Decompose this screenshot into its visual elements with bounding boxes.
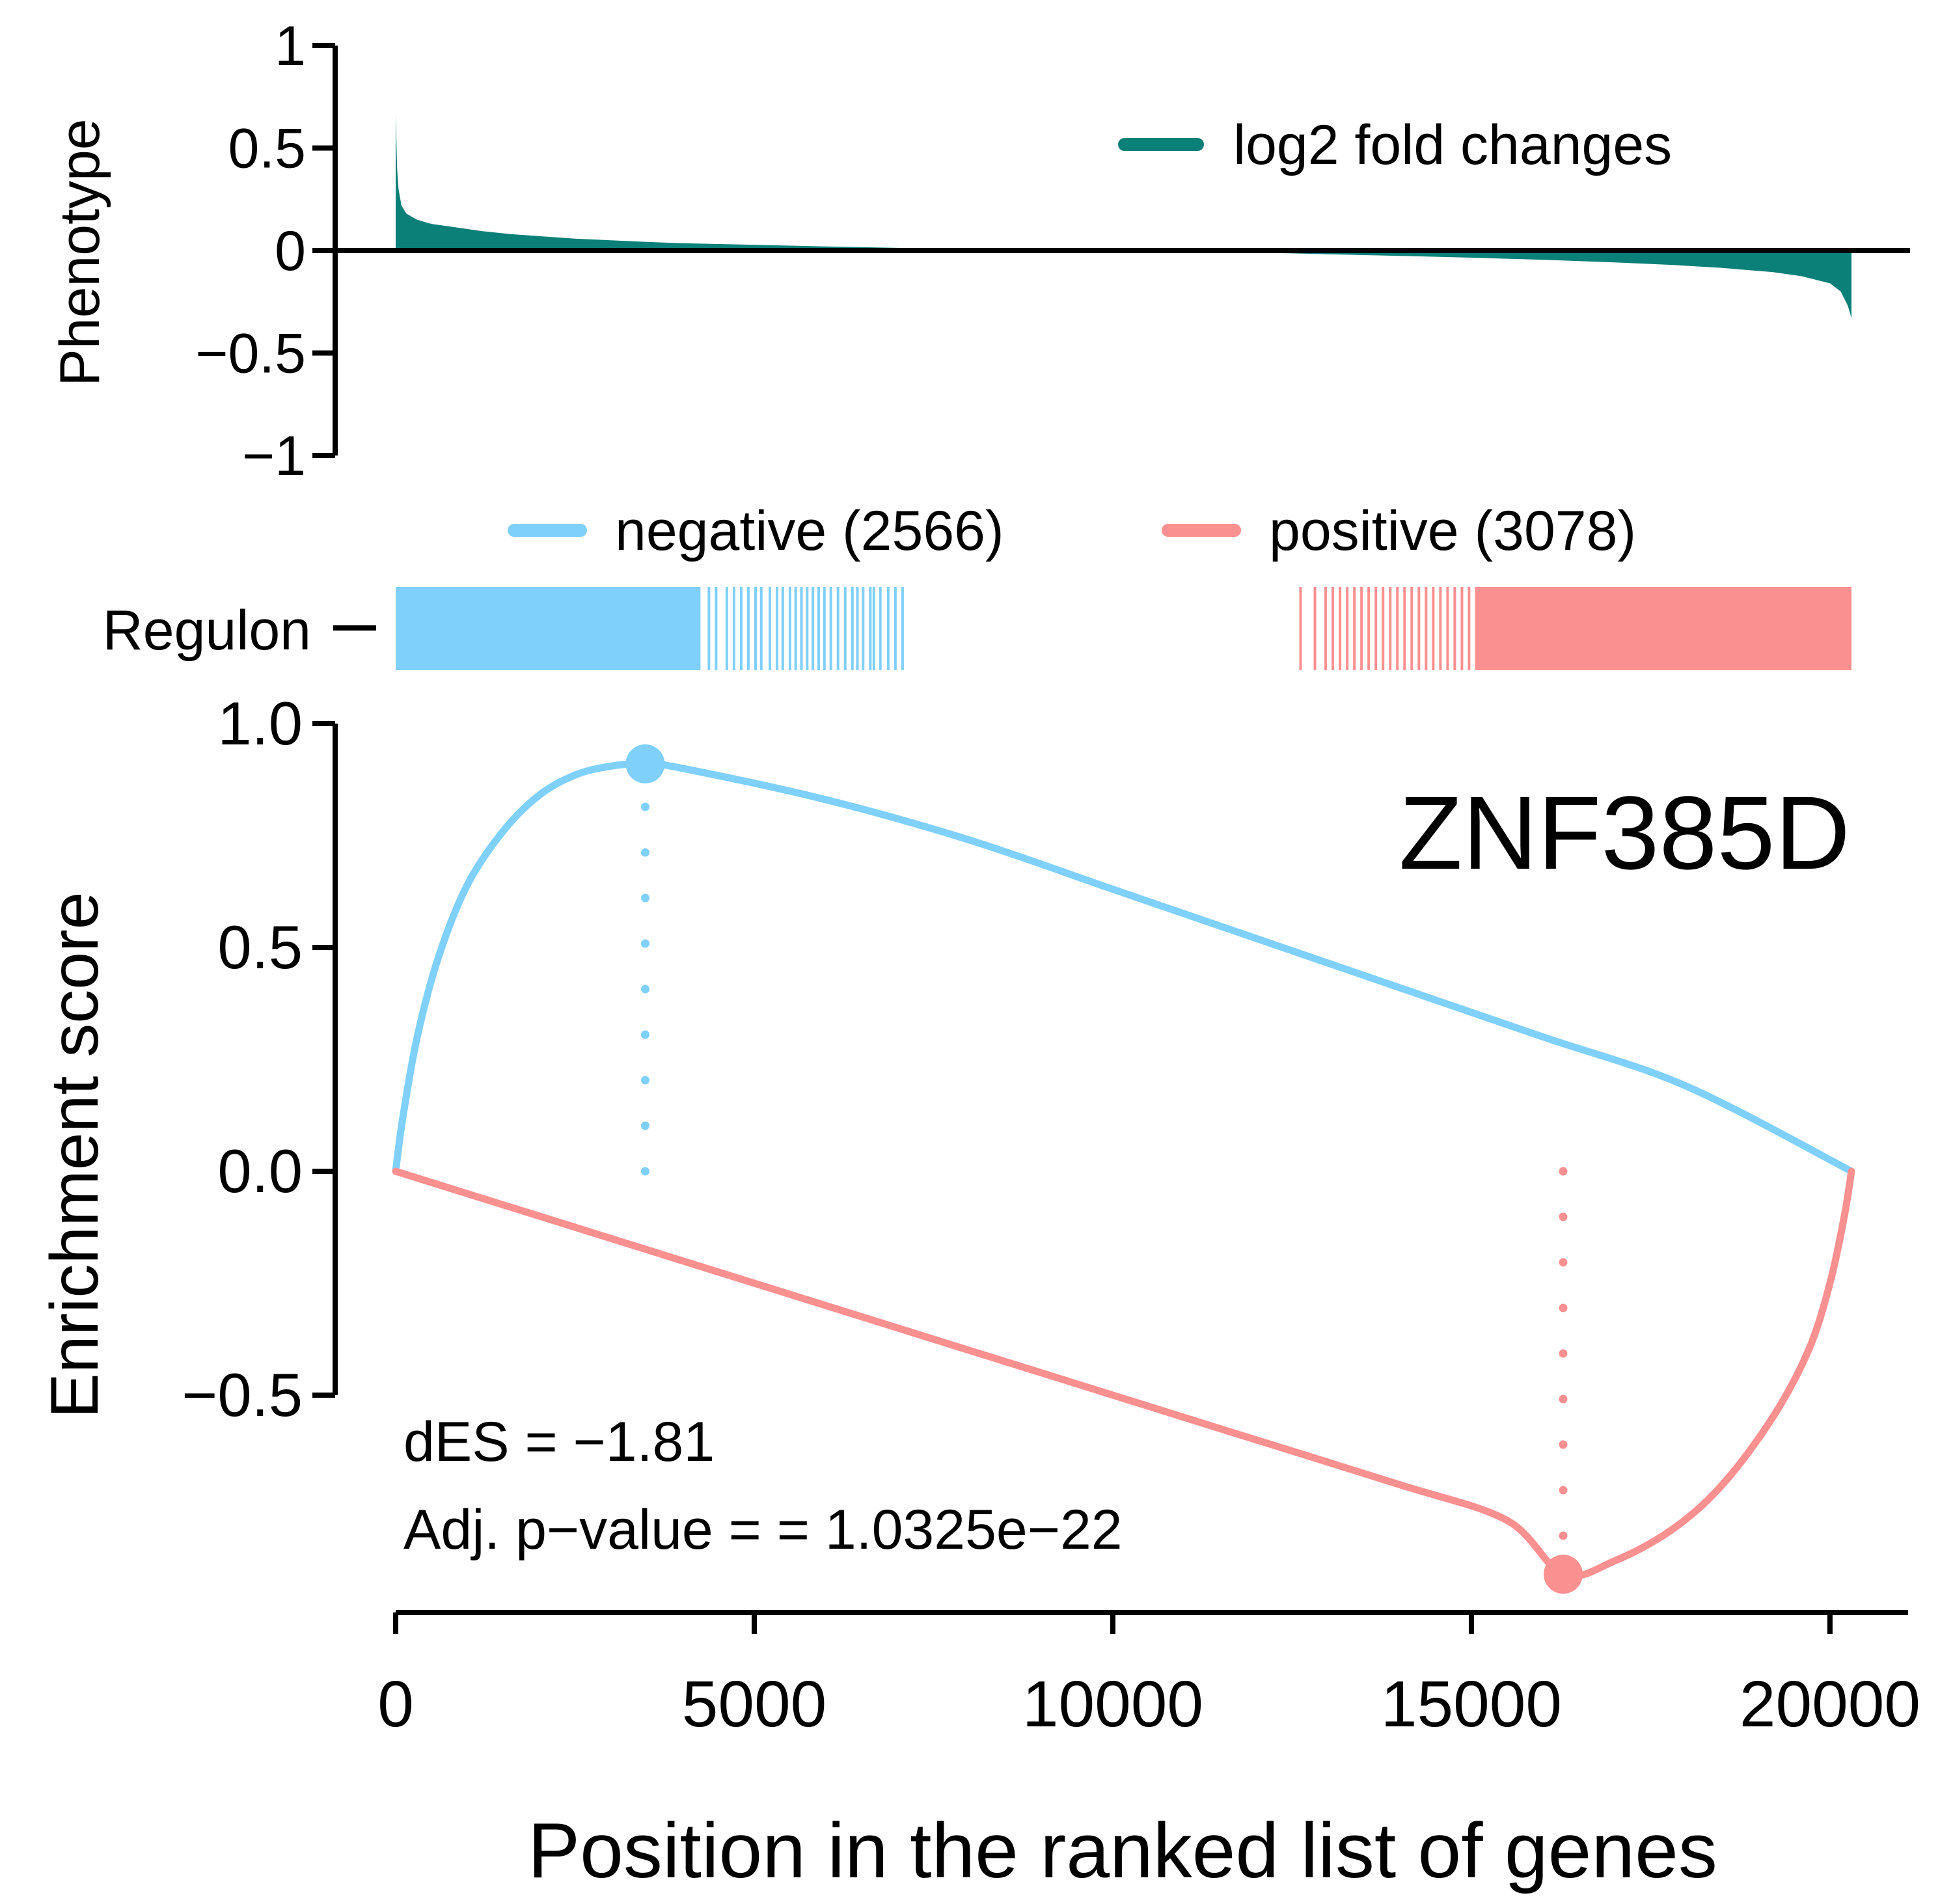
positive-barcode-line [1346,587,1349,670]
phenotype-legend-label: log2 fold changes [1233,114,1672,176]
negative-barcode-block [396,587,701,670]
enrichment-y-tick-label: −0.5 [182,1361,303,1429]
enrichment-x-tick-label: 5000 [682,1668,826,1741]
positive-barcode-line [1432,587,1435,670]
positive-barcode-line [1468,587,1471,670]
phenotype-y-label: Phenotype [49,118,111,386]
negative-barcode-line [725,587,728,670]
positive-barcode-line [1299,587,1302,670]
negative-barcode-line [776,587,779,670]
negative-barcode-line [886,587,890,670]
pvalue-annotation: Adj. p−value = = 1.0325e−22 [403,1499,1123,1561]
negative-legend-label: negative (2566) [615,500,1004,562]
negative-barcode-line [759,587,763,670]
negative-barcode-line [781,587,784,670]
regulon-panel: negative (2566) positive (3078) Regulon [103,500,1851,670]
negative-barcode-line [746,587,750,670]
phenotype-legend: log2 fold changes [1118,114,1672,176]
negative-barcode-line [739,587,743,670]
phenotype-y-ticks: 1 0.5 0 −0.5 −1 [195,15,335,487]
enrichment-y-tick-label: 0.5 [217,913,303,981]
positive-barcode-line [1410,587,1414,670]
positive-barcode-block [1475,587,1851,670]
negative-barcode-line [732,587,735,670]
regulon-row-label: Regulon [103,599,311,662]
regulon-legend: negative (2566) positive (3078) [508,500,1636,562]
enrichment-y-label: Enrichment score [37,891,113,1418]
negative-barcode-line [769,587,772,670]
enrichment-y-ticks: 1.0 0.5 0.0 −0.5 [182,689,335,1429]
negative-barcode-line [812,587,815,670]
positive-barcode-line [1339,587,1342,670]
negative-barcode-line [869,587,872,670]
enrichment-x-label: Position in the ranked list of genes [528,1807,1717,1894]
negative-barcode-line [851,587,854,670]
positive-barcode-line [1332,587,1335,670]
enrichment-y-tick-label: 1.0 [217,689,303,757]
enrichment-x-tick-label: 10000 [1022,1668,1203,1741]
negative-barcode-line [862,587,865,670]
negative-barcode-line [836,587,840,670]
negative-barcode-line [788,587,791,670]
negative-barcode-line [817,587,820,670]
positive-barcode-line [1403,587,1406,670]
positive-barcode-line [1382,587,1385,670]
negative-barcode-line [872,587,875,670]
phenotype-y-tick-label: −0.5 [195,323,306,385]
enrichment-x-tick-label: 20000 [1740,1668,1920,1741]
positive-barcode-line [1439,587,1442,670]
negative-barcode-line [901,587,904,670]
negative-barcode-line [794,587,797,670]
enrichment-x-tick-label: 0 [377,1668,414,1741]
chart-title: ZNF385D [1399,774,1850,891]
positive-barcode-line [1353,587,1356,670]
negative-barcode-line [823,587,826,670]
negative-barcode-line [856,587,859,670]
phenotype-y-tick-label: 0 [275,220,306,282]
negative-barcode-line [800,587,803,670]
positive-barcode-line [1417,587,1421,670]
enrichment-x-tick-label: 15000 [1381,1668,1562,1741]
des-annotation: dES = −1.81 [403,1411,715,1473]
positive-barcode-line [1396,587,1399,670]
positive-legend-label: positive (3078) [1269,500,1636,562]
positive-barcode-line [1425,587,1428,670]
positive-barcode-line [1374,587,1378,670]
negative-barcode-line [829,587,832,670]
phenotype-y-tick-label: 1 [275,15,306,77]
negative-barcode-line [715,587,718,670]
negative-barcode-line [843,587,847,670]
positive-barcode-line [1360,587,1363,670]
negative-barcode-line [707,587,711,670]
negative-barcode-line [879,587,882,670]
positive-peak-marker [1544,1555,1583,1594]
negative-barcode-line [754,587,757,670]
enrichment-y-tick-label: 0.0 [217,1137,303,1205]
negative-barcode-line [894,587,897,670]
phenotype-y-tick-label: 0.5 [228,118,306,180]
phenotype-y-tick-label: −1 [242,425,306,487]
positive-enrichment-line [392,1167,1855,1580]
enrichment-x-ticks: 0 5000 10000 15000 20000 [377,1612,1920,1741]
negative-barcode-line [806,587,809,670]
positive-barcode-line [1446,587,1449,670]
negative-peak-marker [625,744,665,783]
positive-barcode-line [1460,587,1464,670]
regulon-barcode [396,587,1851,670]
phenotype-panel: 1 0.5 0 −0.5 −1 Phenotype log2 fold changes [49,15,1910,487]
positive-barcode-line [1367,587,1371,670]
positive-barcode-line [1324,587,1328,670]
negative-enrichment-line [392,760,1855,1175]
enrichment-panel: 1.0 0.5 0.0 −0.5 0 5000 10000 15000 20000 ZNF38… [37,689,1920,1894]
positive-barcode-line [1389,587,1392,670]
positive-barcode-line [1453,587,1456,670]
positive-barcode-line [1313,587,1317,670]
